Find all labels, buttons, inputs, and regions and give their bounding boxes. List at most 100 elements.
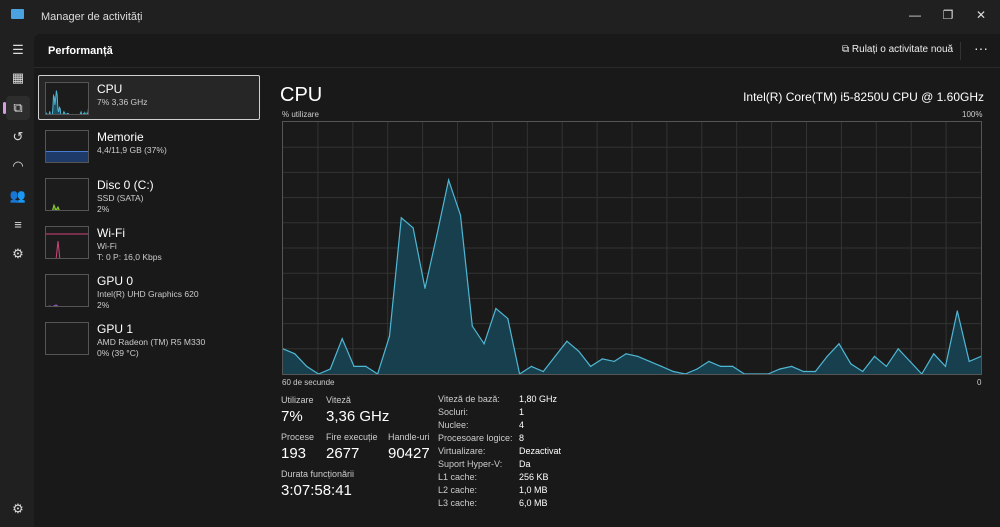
header: Performanță ⧉ Rulați o activitate nouă ·… [34, 34, 1000, 68]
device-item-gpu-1[interactable]: GPU 1 AMD Radeon (TM) R5 M330 0% (39 °C) [38, 315, 260, 360]
data-point [578, 350, 580, 352]
spec-value: Da [519, 459, 531, 469]
handles-label: Handle-uri [388, 432, 430, 442]
data-point [353, 365, 355, 367]
data-point [613, 360, 615, 362]
data-point [862, 370, 864, 373]
maximize-button[interactable]: ❐ [942, 8, 954, 22]
page-title: Performanță [48, 45, 113, 57]
close-button[interactable]: ✕ [975, 8, 987, 22]
data-point [459, 214, 462, 216]
details-icon[interactable]: ≡ [14, 217, 22, 232]
data-point [802, 370, 805, 373]
data-point [661, 365, 663, 367]
spec-value: 1,80 GHz [519, 394, 558, 404]
device-thumbnail [45, 130, 89, 163]
cpu-usage-area [283, 180, 981, 374]
device-item-gpu-0[interactable]: GPU 0 Intel(R) UHD Graphics 620 2% [38, 267, 260, 312]
device-name: GPU 0 [97, 274, 134, 288]
device-name: GPU 1 [97, 322, 134, 336]
hamburger-icon[interactable]: ☰ [12, 42, 24, 57]
data-point [625, 353, 627, 355]
data-point [732, 365, 734, 367]
device-thumbnail [45, 82, 89, 115]
users-icon[interactable]: 👥 [9, 188, 27, 203]
threads-label: Fire execuție [326, 432, 378, 442]
uptime-label: Durata funcționării [281, 469, 355, 479]
services-icon[interactable]: ⚙ [12, 246, 24, 261]
data-point [649, 360, 651, 362]
performance-icon[interactable]: ⧉ [3, 96, 30, 120]
data-point [471, 325, 473, 327]
divider [960, 42, 961, 60]
data-point [791, 365, 793, 367]
spec-value: 6,0 MB [519, 498, 548, 508]
processes-icon[interactable]: ▦ [11, 70, 25, 85]
device-thumbnail [45, 226, 89, 259]
device-line2: 0% (39 °C) [97, 348, 139, 358]
data-point [909, 360, 911, 362]
data-point [436, 234, 438, 236]
more-options-button[interactable]: ··· [974, 40, 988, 56]
spec-label: Suport Hyper-V: [438, 459, 503, 469]
left-nav: ☰ ▦ ⧉ ↺ ◠ 👥 ≡ ⚙ ⚙ [0, 34, 34, 527]
device-name: Wi-Fi [97, 226, 125, 240]
y-axis-label: % utilizare [282, 110, 319, 119]
device-item-disc-0-c[interactable]: Disc 0 (C:) SSD (SATA) 2% [38, 171, 260, 216]
spec-value: 1,0 MB [519, 485, 548, 495]
spec-value: 4 [519, 420, 525, 430]
data-point [956, 310, 958, 312]
device-name: Disc 0 (C:) [97, 178, 154, 192]
device-thumbnail [45, 178, 89, 211]
device-line1: AMD Radeon (TM) R5 M330 [97, 337, 206, 347]
title-bar: Manager de activități — ❐ ✕ [0, 0, 1000, 34]
data-point [850, 363, 852, 365]
spec-label: Socluri: [438, 407, 469, 417]
handles-value: 90427 [388, 445, 430, 462]
history-icon[interactable]: ↺ [12, 129, 24, 144]
app-icon [11, 9, 24, 19]
run-new-task-button[interactable]: ⧉ Rulați o activitate nouă [842, 44, 954, 55]
cpu-model: Intel(R) Core(TM) i5-8250U CPU @ 1.60GHz [743, 90, 984, 104]
data-point [448, 179, 450, 181]
speed-value: 3,36 GHz [326, 408, 390, 425]
device-item-memorie[interactable]: Memorie 4,4/11,9 GB (37%) [38, 123, 260, 168]
minimize-button[interactable]: — [909, 8, 921, 22]
cpu-usage-line [282, 177, 982, 375]
data-point [720, 365, 722, 367]
processes-label: Procese [281, 432, 315, 442]
speed-label: Viteză [326, 395, 351, 405]
threads-value: 2677 [326, 445, 360, 462]
device-item-wi-fi[interactable]: Wi-Fi Wi-Fi T: 0 P: 16,0 Kbps [38, 219, 260, 264]
data-point [779, 368, 781, 370]
data-point [873, 355, 876, 357]
spec-label: L3 cache: [438, 498, 478, 508]
device-item-cpu[interactable]: CPU 7% 3,36 GHz [38, 75, 260, 120]
data-point [826, 355, 828, 357]
data-point [708, 360, 710, 362]
device-line1: 4,4/11,9 GB (37%) [97, 145, 167, 155]
data-point [672, 370, 674, 373]
data-point [530, 365, 532, 367]
data-point [637, 355, 639, 357]
data-point [388, 335, 391, 337]
utilization-label: Utilizare [281, 395, 314, 405]
y-max-label: 100% [962, 110, 983, 119]
settings-icon[interactable]: ⚙ [12, 501, 24, 516]
data-point [554, 355, 556, 357]
data-point [341, 338, 343, 340]
data-point [944, 365, 947, 367]
utilization-value: 7% [281, 408, 303, 425]
data-point [329, 368, 331, 370]
data-point [294, 353, 296, 355]
device-line2: 2% [97, 300, 110, 310]
main-panel: Performanță ⧉ Rulați o activitate nouă ·… [34, 34, 1000, 527]
device-list: CPU 7% 3,36 GHz Memorie 4,4/11,9 GB (37%… [38, 75, 260, 363]
data-point [885, 365, 888, 367]
data-point [590, 365, 592, 367]
data-point [483, 343, 485, 345]
data-point [838, 343, 840, 345]
startup-icon[interactable]: ◠ [12, 158, 24, 173]
device-line1: Intel(R) UHD Graphics 620 [97, 289, 199, 299]
device-name: CPU [97, 82, 123, 96]
